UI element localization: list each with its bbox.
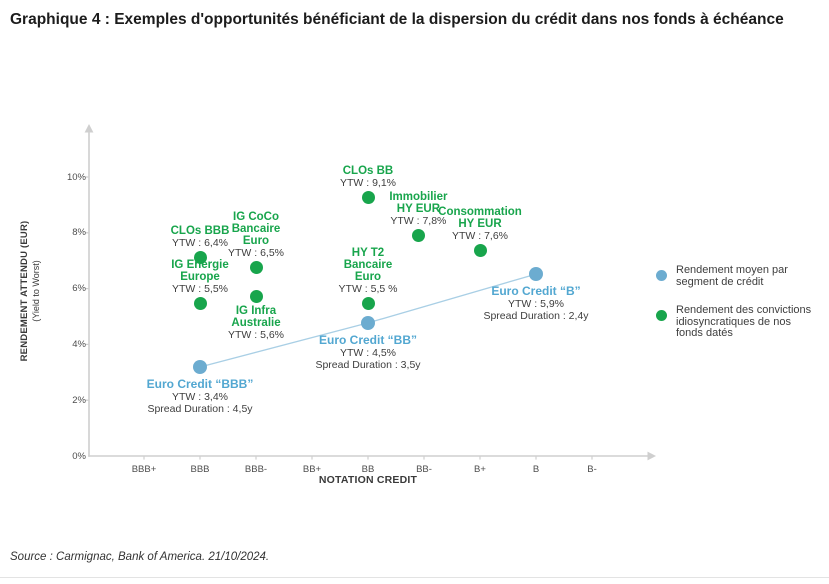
- x-tick-label: BBB+: [131, 464, 157, 475]
- legend-dot-green-icon: [656, 310, 667, 321]
- legend: Rendement moyen par segment de crédit Re…: [656, 264, 828, 357]
- data-point-dot: [529, 267, 543, 282]
- point-name-line: Immobilier: [389, 191, 448, 204]
- point-ytw-label: YTW : 9,1%: [339, 176, 396, 189]
- y-tick-label: 8%: [72, 227, 86, 239]
- point-spread-duration-label: Spread Duration : 4,5y: [147, 402, 253, 415]
- x-tick-label: B: [532, 464, 540, 475]
- data-point-dot: [249, 261, 263, 275]
- point-ytw-label: YTW : 6,4%: [171, 237, 228, 250]
- legend-item-convictions: Rendement des convictions idiosyncratiqu…: [656, 304, 828, 340]
- point-name-line: IG CoCo: [233, 211, 279, 224]
- point-name-line: Consommation: [438, 205, 522, 218]
- x-tick-label: BBB-: [244, 464, 268, 475]
- data-point-dot: [361, 296, 375, 310]
- x-tick-label: BBB: [190, 464, 210, 475]
- point-name-line: Europe: [180, 271, 220, 284]
- point-name-line: IG Energie: [171, 259, 229, 272]
- point-name-line: Euro: [354, 270, 382, 283]
- point-name-line: Euro Credit “BB”: [318, 332, 417, 347]
- data-point-label: Euro Credit “BB” YTW : 4,5% Spread Duratio…: [283, 332, 453, 371]
- x-tick-label: B+: [474, 464, 486, 475]
- data-point-label: CLOs BBB YTW : 6,4%: [115, 225, 285, 249]
- point-ytw-label: YTW : 6,5%: [227, 247, 284, 260]
- data-point-label: IG Energie Europe YTW : 5,5%: [115, 259, 285, 295]
- x-tick-label: BB: [361, 464, 375, 475]
- x-tick-label: B-: [587, 464, 597, 475]
- data-point-dot: [473, 243, 487, 257]
- legend-dot-blue-icon: [656, 270, 667, 281]
- point-ytw-label: YTW : 7,6%: [451, 229, 508, 242]
- chart-title: Graphique 4 : Exemples d'opportunités bé…: [10, 11, 784, 28]
- legend-item-segment-moyen: Rendement moyen par segment de crédit: [656, 264, 828, 288]
- y-tick-label: 2%: [72, 394, 86, 406]
- data-point-label: IG CoCo Bancaire Euro YTW : 6,5%: [171, 211, 341, 259]
- point-ytw-label: YTW : 5,6%: [227, 328, 284, 341]
- bottom-divider: [0, 577, 829, 578]
- data-point-label: CLOs BB YTW : 9,1%: [283, 165, 453, 189]
- point-name-line: HY T2: [351, 246, 385, 259]
- x-tick-label: BB-: [416, 464, 432, 475]
- point-name-line: IG Infra: [235, 304, 277, 317]
- data-point-label: Euro Credit “B” YTW : 5,9% Spread Duration…: [451, 284, 621, 323]
- point-ytw-label: YTW : 5,9%: [507, 298, 564, 311]
- data-point-label: Euro Credit “BBB” YTW : 3,4% Spread Durati…: [115, 376, 285, 415]
- legend-label-segment-moyen: Rendement moyen par segment de crédit: [676, 264, 788, 288]
- legend-label-convictions: Rendement des convictions idiosyncratiqu…: [676, 304, 812, 339]
- data-point-dot: [249, 290, 263, 304]
- point-name-line: CLOs BBB: [170, 225, 230, 238]
- source-note: Source : Carmignac, Bank of America. 21/…: [10, 551, 270, 563]
- x-tick-label: BB+: [302, 464, 322, 475]
- data-point-label: IG Infra Australie YTW : 5,6%: [171, 305, 341, 341]
- point-name-line: Euro Credit “B”: [491, 284, 581, 299]
- x-axis-label: NOTATION CREDIT: [318, 474, 418, 486]
- point-spread-duration-label: Spread Duration : 3,5y: [315, 358, 421, 371]
- point-name-line: Euro Credit “BBB”: [146, 376, 254, 391]
- y-axis-label-sub: (Yield to Worst): [31, 260, 41, 322]
- y-axis-label: RENDEMENT ATTENDU (EUR) (Yield to Worst): [19, 175, 47, 407]
- point-name-line: Bancaire: [231, 223, 281, 236]
- y-tick-label: 6%: [72, 283, 86, 295]
- point-name-line: HY EUR: [458, 217, 502, 230]
- point-spread-duration-label: Spread Duration : 2,4y: [483, 310, 589, 323]
- point-name-line: Australie: [231, 316, 281, 329]
- y-axis-label-main: RENDEMENT ATTENDU (EUR): [19, 220, 30, 362]
- point-ytw-label: YTW : 5,5 %: [338, 282, 398, 295]
- point-ytw-label: YTW : 7,8%: [390, 215, 447, 228]
- data-point-dot: [193, 359, 207, 374]
- data-point-dot: [193, 251, 207, 265]
- point-ytw-label: YTW : 5,5%: [171, 283, 228, 296]
- data-point-dot: [361, 315, 375, 330]
- data-point-label: HY T2 Bancaire Euro YTW : 5,5 %: [283, 247, 453, 295]
- point-ytw-label: YTW : 4,5%: [339, 346, 396, 359]
- y-tick-label: 0%: [72, 450, 86, 462]
- point-ytw-label: YTW : 3,4%: [171, 390, 228, 403]
- y-tick-label: 10%: [66, 171, 86, 183]
- point-name-line: Bancaire: [343, 258, 393, 271]
- point-name-line: Euro: [242, 235, 270, 248]
- y-tick-label: 4%: [72, 338, 86, 350]
- point-name-line: CLOs BB: [342, 164, 394, 177]
- data-point-dot: [193, 297, 207, 311]
- data-point-dot: [361, 190, 375, 204]
- point-name-line: HY EUR: [396, 203, 441, 216]
- data-point-dot: [411, 229, 425, 243]
- data-point-label: Immobilier HY EUR YTW : 7,8%: [333, 191, 503, 227]
- data-point-label: Consommation HY EUR YTW : 7,6%: [395, 206, 565, 242]
